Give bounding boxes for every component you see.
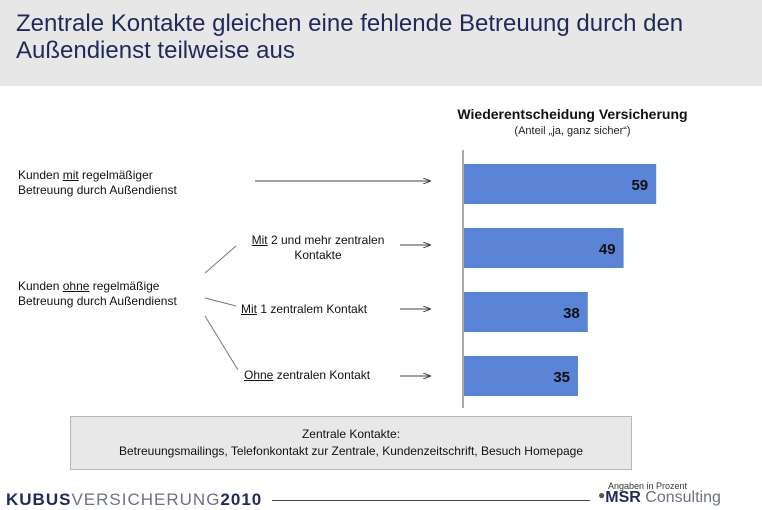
bar-value-label-3: 38 [563,305,580,322]
legend-title: Zentrale Kontakte: [301,427,401,441]
title-band [0,0,762,86]
legend-text: Betreuungsmailings, Telefonkontakt zur Z… [118,444,584,458]
legend-box: Zentrale Kontakte: Betreuungsmailings, T… [70,416,632,470]
bar-value-label-2: 49 [599,241,616,258]
label-sub3: Ohne zentralen Kontakt [244,368,371,382]
branch-line-sub1 [204,245,237,274]
msr-dot-icon: ● [598,488,606,502]
bar-value-label-1: 59 [631,177,648,194]
branch-line-sub3 [204,315,239,371]
label-sub1: Mit 2 und mehr zentralen Kontakte [251,233,385,262]
bar-value-label-4: 35 [553,369,570,386]
slide-title: Zentrale Kontakte gleichen eine fehlende… [16,10,684,64]
label-without-care: Kunden ohne regelmäßige Betreuung durch … [18,279,177,308]
footer-divider [272,500,590,501]
bar-3 [464,292,588,332]
bar-4 [464,356,578,396]
chart-title: Wiederentscheidung Versicherung [457,106,688,122]
branch-line-sub2 [204,297,237,307]
label-sub2: Mit 1 zentralem Kontakt [241,302,368,316]
bars-group: 59 49 38 35 [464,164,657,396]
brand-msr-logo: ●MSR Consulting [598,488,721,506]
brand-kubus-logo: KUBUSVERSICHERUNG2010 [6,490,263,509]
chart-subtitle: (Anteil „ja, ganz sicher“) [514,125,631,137]
bar-2 [464,228,624,268]
bar-1 [464,164,657,204]
label-with-care: Kunden mit regelmäßiger Betreuung durch … [18,168,177,197]
unit-note: Angaben in Prozent [608,481,688,491]
